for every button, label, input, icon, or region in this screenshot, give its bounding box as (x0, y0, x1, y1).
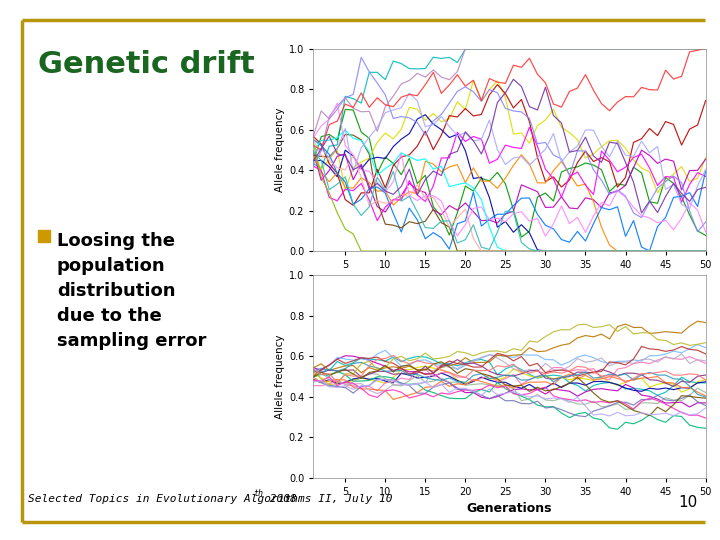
Y-axis label: Allele frequency: Allele frequency (274, 334, 284, 419)
Text: Selected Topics in Evolutionary Algorithms II, July 10: Selected Topics in Evolutionary Algorith… (28, 494, 392, 504)
Text: sampling error: sampling error (57, 332, 207, 350)
Text: Loosing the: Loosing the (57, 232, 175, 250)
Text: th: th (253, 489, 263, 498)
Text: 2008: 2008 (263, 494, 297, 504)
Text: Genetic drift: Genetic drift (38, 50, 255, 79)
Y-axis label: Allele frequency: Allele frequency (274, 107, 284, 192)
Text: 10: 10 (679, 495, 698, 510)
FancyBboxPatch shape (38, 230, 50, 242)
Text: population: population (57, 257, 166, 275)
Text: due to the: due to the (57, 307, 162, 325)
Text: distribution: distribution (57, 282, 176, 300)
X-axis label: Generations: Generations (467, 503, 552, 516)
